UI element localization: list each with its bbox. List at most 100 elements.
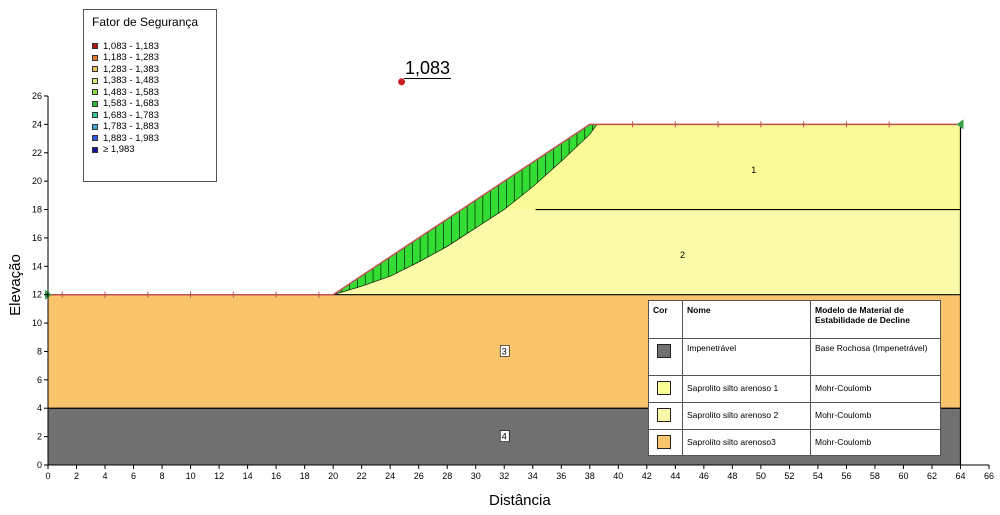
x-tick-label: 38 bbox=[585, 471, 595, 481]
x-tick-label: 28 bbox=[442, 471, 452, 481]
legend-swatch bbox=[92, 66, 98, 72]
material-swatch bbox=[657, 344, 671, 358]
material-name: Saprolito silto arenoso 2 bbox=[687, 410, 779, 420]
legend-entry: 1,183 - 1,283 bbox=[92, 52, 159, 64]
y-tick-label: 24 bbox=[32, 119, 42, 129]
x-tick-label: 22 bbox=[357, 471, 367, 481]
legend-label: 1,083 - 1,183 bbox=[103, 40, 159, 52]
x-tick-label: 46 bbox=[699, 471, 709, 481]
y-tick-label: 6 bbox=[37, 375, 42, 385]
y-tick-label: 4 bbox=[37, 403, 42, 413]
x-tick-label: 26 bbox=[414, 471, 424, 481]
legend-entry: 1,883 - 1,983 bbox=[92, 132, 159, 144]
y-tick-label: 22 bbox=[32, 148, 42, 158]
header-color: Cor bbox=[653, 305, 668, 315]
legend-swatch bbox=[92, 135, 98, 141]
legend-entry: 1,283 - 1,383 bbox=[92, 63, 159, 75]
legend-entry: 1,483 - 1,583 bbox=[92, 86, 159, 98]
y-tick-label: 10 bbox=[32, 318, 42, 328]
legend-label: 1,183 - 1,283 bbox=[103, 52, 159, 63]
x-tick-label: 0 bbox=[45, 471, 50, 481]
region-label: 2 bbox=[680, 250, 685, 260]
region-label: 4 bbox=[502, 432, 507, 442]
legend-swatch bbox=[92, 54, 98, 61]
material-row: Saprolito silto arenoso 2 Mohr-Coulomb bbox=[649, 403, 940, 430]
x-tick-label: 32 bbox=[499, 471, 509, 481]
legend-swatch bbox=[92, 89, 98, 95]
x-tick-label: 8 bbox=[160, 471, 165, 481]
region-label-box bbox=[499, 430, 510, 442]
material-table: Cor Nome Modelo de Material de Estabilid… bbox=[648, 300, 941, 456]
legend-swatch bbox=[92, 77, 98, 84]
material-model: Mohr-Coulomb bbox=[815, 437, 872, 447]
legend-label: 1,483 - 1,583 bbox=[103, 86, 159, 98]
slip-surface-layer bbox=[332, 124, 598, 295]
material-row: Saprolito silto arenoso3 Mohr-Coulomb bbox=[649, 430, 940, 455]
x-tick-label: 56 bbox=[841, 471, 851, 481]
y-axis-title: Elevação bbox=[7, 254, 24, 316]
material-name: Saprolito silto arenoso3 bbox=[687, 437, 776, 447]
y-tick-label: 0 bbox=[37, 460, 42, 470]
header-model: Modelo de Material de Estabilidade de De… bbox=[815, 305, 910, 325]
x-axis-title: Distância bbox=[489, 492, 551, 509]
x-tick-label: 6 bbox=[131, 471, 136, 481]
material-name: Impenetrável bbox=[687, 343, 737, 353]
factor-of-safety-legend: Fator de Segurança 1,083 - 1,183 1,183 - … bbox=[83, 9, 217, 182]
region-1 bbox=[461, 124, 961, 210]
legend-label: 1,283 - 1,383 bbox=[103, 63, 159, 75]
x-tick-label: 48 bbox=[727, 471, 737, 481]
x-tick-label: 42 bbox=[642, 471, 652, 481]
header-name: Nome bbox=[687, 305, 711, 315]
legend-label: 1,783 - 1,883 bbox=[103, 121, 159, 132]
legend-label: 1,383 - 1,483 bbox=[103, 75, 159, 86]
x-tick-label: 60 bbox=[898, 471, 908, 481]
x-tick-label: 16 bbox=[271, 471, 281, 481]
critical-slip-center bbox=[398, 78, 406, 86]
material-name: Saprolito silto arenoso 1 bbox=[687, 383, 779, 393]
legend-swatch bbox=[92, 146, 98, 153]
material-model: Base Rochosa (Impenetrável) bbox=[815, 343, 928, 353]
x-tick-label: 52 bbox=[784, 471, 794, 481]
x-tick-label: 18 bbox=[300, 471, 310, 481]
legend-title: Fator de Segurança bbox=[92, 15, 199, 29]
y-tick-label: 16 bbox=[32, 233, 42, 243]
x-tick-label: 4 bbox=[103, 471, 108, 481]
y-tick-label: 14 bbox=[32, 261, 42, 271]
x-tick-label: 44 bbox=[670, 471, 680, 481]
legend-label: 1,883 - 1,983 bbox=[103, 132, 159, 144]
x-tick-label: 30 bbox=[471, 471, 481, 481]
region-2 bbox=[333, 209, 961, 295]
region-label: 1 bbox=[751, 165, 756, 175]
region-label-box bbox=[499, 345, 510, 357]
material-row: Impenetrável Base Rochosa (Impenetrável) bbox=[649, 339, 940, 376]
material-swatch bbox=[657, 381, 671, 395]
legend-entry: ≥ 1,983 bbox=[92, 144, 135, 156]
x-tick-label: 36 bbox=[556, 471, 566, 481]
legend-label: 1,583 - 1,683 bbox=[103, 98, 159, 109]
x-tick-label: 20 bbox=[328, 471, 338, 481]
x-tick-label: 62 bbox=[927, 471, 937, 481]
legend-label: 1,683 - 1,783 bbox=[103, 109, 159, 121]
y-tick-label: 12 bbox=[32, 290, 42, 300]
material-table-header: Cor Nome Modelo de Material de Estabilid… bbox=[649, 301, 940, 339]
y-tick-label: 18 bbox=[32, 205, 42, 215]
x-tick-label: 14 bbox=[243, 471, 253, 481]
region-label: 3 bbox=[502, 346, 507, 356]
legend-swatch bbox=[92, 43, 98, 49]
material-model: Mohr-Coulomb bbox=[815, 383, 872, 393]
x-tick-label: 40 bbox=[613, 471, 623, 481]
material-model: Mohr-Coulomb bbox=[815, 410, 872, 420]
y-tick-label: 26 bbox=[32, 91, 42, 101]
x-tick-label: 58 bbox=[870, 471, 880, 481]
x-tick-label: 2 bbox=[74, 471, 79, 481]
legend-swatch bbox=[92, 123, 98, 130]
material-swatch bbox=[657, 435, 671, 449]
x-tick-label: 50 bbox=[756, 471, 766, 481]
material-row: Saprolito silto arenoso 1 Mohr-Coulomb bbox=[649, 376, 940, 403]
x-tick-label: 64 bbox=[955, 471, 965, 481]
legend-swatch bbox=[92, 100, 98, 107]
y-tick-label: 2 bbox=[37, 432, 42, 442]
region-labels-layer: 1 2 3 4 bbox=[499, 165, 756, 442]
x-tick-label: 66 bbox=[984, 471, 994, 481]
legend-entry: 1,383 - 1,483 bbox=[92, 75, 159, 87]
